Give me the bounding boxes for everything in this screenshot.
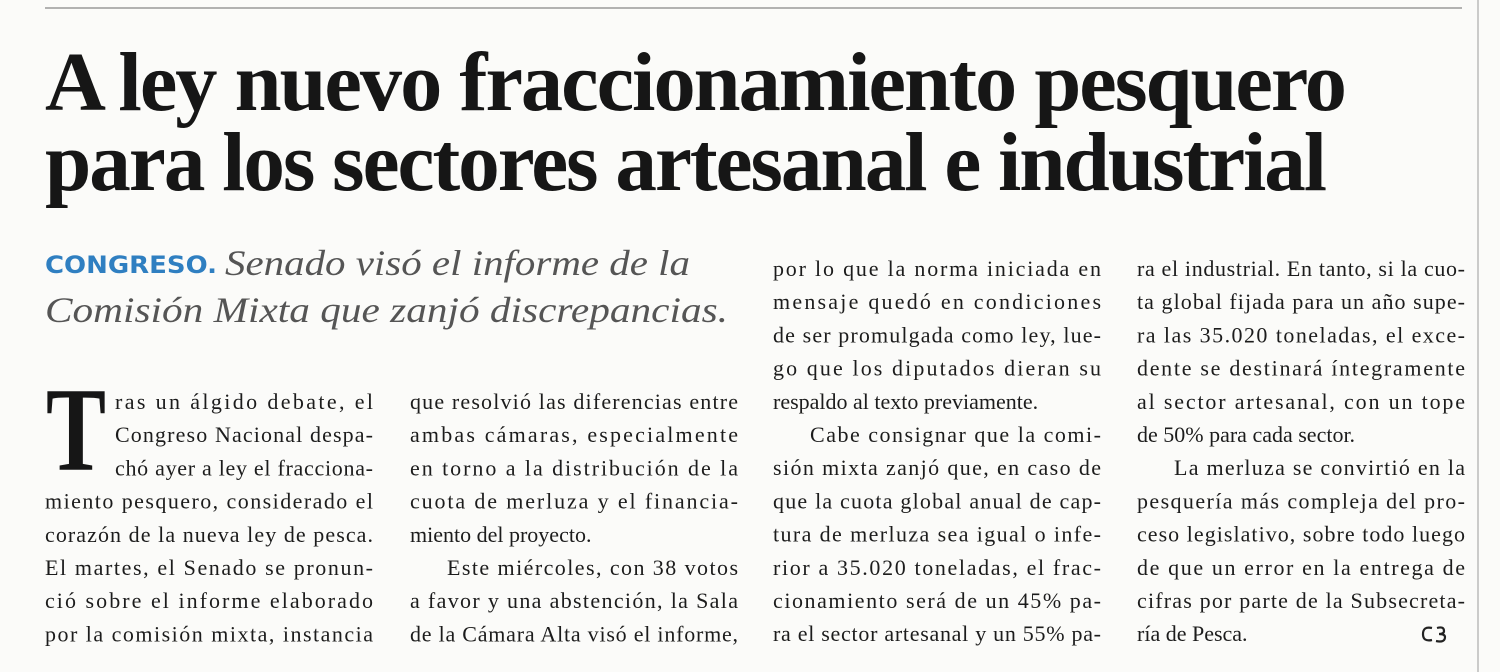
body-line: Este miércoles, con 38 votos — [447, 555, 738, 580]
body-line: de ser promulgada como ley, lue- — [773, 322, 1101, 347]
body-line: sión mixta zanjó que, en caso de — [773, 455, 1101, 480]
body-line: por lo que la norma iniciada en — [773, 256, 1101, 281]
kicker: CONGRESO. — [45, 251, 217, 279]
body-line: ta global fijada para un año supe- — [1137, 289, 1465, 314]
body-line: chó ayer a ley el fracciona- — [115, 455, 373, 480]
body-line: cuota de merluza y el financia- — [410, 489, 738, 514]
body-line: dente se destinará íntegramente — [1137, 356, 1465, 381]
body-line: por la comisión mixta, instancia — [45, 621, 373, 646]
body-line: Congreso Nacional despa- — [115, 422, 373, 447]
end-mark — [1421, 626, 1447, 643]
drop-cap: T — [46, 363, 106, 496]
body-line: de que un error en la entrega de — [1137, 555, 1465, 580]
body-line: ras un álgido debate, el — [115, 389, 373, 414]
body-line: rior a 35.020 toneladas, el frac- — [773, 555, 1101, 580]
body-line: cifras por parte de la Subsecreta- — [1137, 588, 1465, 613]
body-line: El martes, el Senado se pronun- — [45, 555, 373, 580]
body-line: corazón de la nueva ley de pesca. — [45, 522, 373, 547]
body-line: ció sobre el informe elaborado — [45, 588, 373, 613]
body-line: La merluza se convirtió en la — [1174, 455, 1465, 480]
body-line: miento pesquero, considerado el — [45, 489, 373, 514]
body-line: tura de merluza sea igual o infe- — [773, 522, 1101, 547]
body-line: en torno a la distribución de la — [410, 455, 738, 480]
body-line: Cabe consignar que la comi- — [810, 422, 1101, 447]
body-line: a favor y una abstención, la Sala — [410, 588, 738, 613]
deck-line: Comisión Mixta que zanjó discrepancias. — [45, 290, 728, 330]
body-line: que la cuota global anual de cap- — [773, 488, 1101, 513]
body-line: respaldo al texto previamente. — [773, 389, 1038, 414]
body-line: miento del proyecto. — [410, 522, 591, 547]
body-line: pesquería más compleja del pro- — [1137, 488, 1465, 513]
body-line: al sector artesanal, con un tope — [1137, 389, 1465, 414]
body-line: de la Cámara Alta visó el informe, — [410, 621, 738, 646]
body-line: ría de Pesca. — [1137, 621, 1248, 646]
body-line: ra el sector artesanal y un 55% pa- — [773, 621, 1101, 646]
headline-line: A ley nuevo fraccionamiento pesquero — [45, 36, 1345, 129]
body-line: cionamiento será de un 45% pa- — [773, 588, 1101, 613]
body-line: ceso legislativo, sobre todo luego — [1137, 522, 1465, 547]
body-line: ambas cámaras, especialmente — [410, 422, 738, 447]
body-line: que resolvió las diferencias entre — [410, 389, 738, 414]
deck-line: Senado visó el informe de la — [225, 243, 690, 283]
body-line: ra las 35.020 toneladas, el exce- — [1137, 322, 1465, 347]
body-line: de 50% para cada sector. — [1137, 422, 1355, 447]
body-line: mensaje quedó en condiciones — [773, 289, 1101, 314]
body-line: go que los diputados dieran su — [773, 356, 1101, 381]
headline-line: para los sectores artesanal e industrial — [45, 116, 1326, 209]
body-line: ra el industrial. En tanto, si la cuo- — [1137, 256, 1465, 281]
